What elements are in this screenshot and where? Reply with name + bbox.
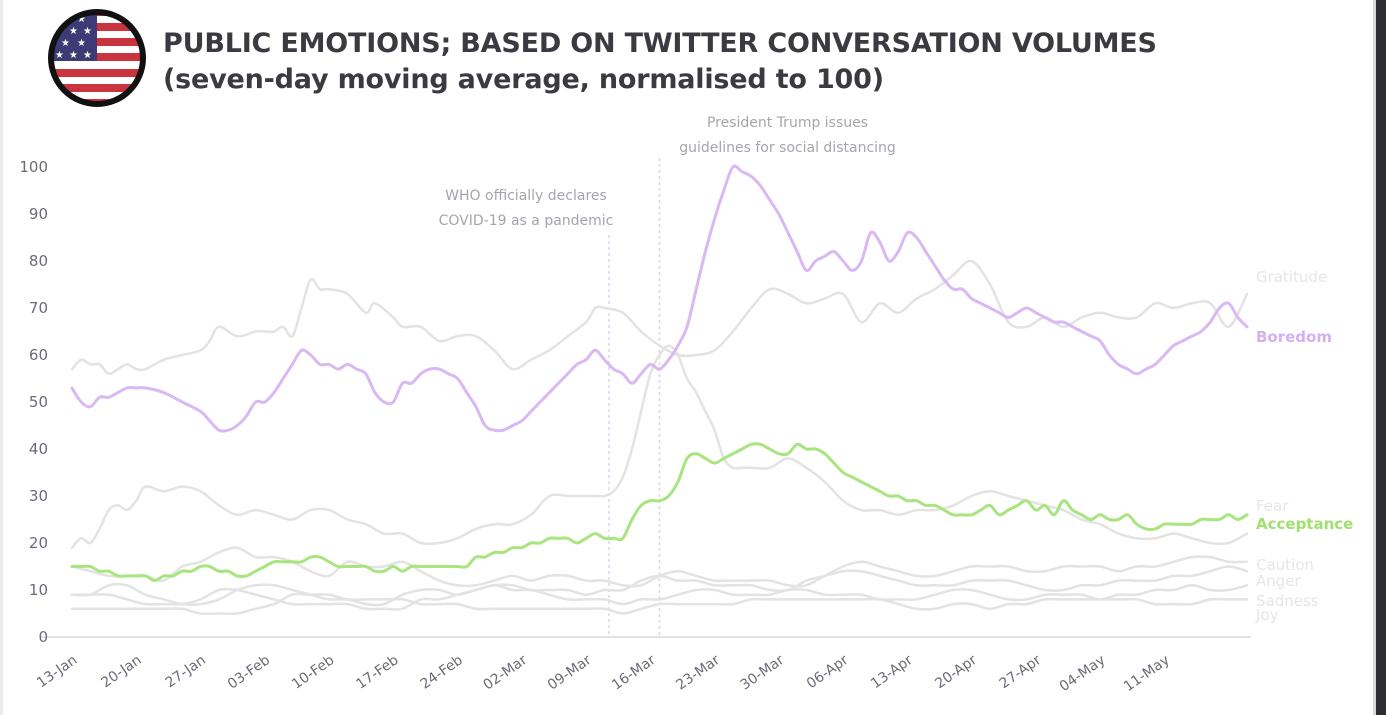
x-tick-label: 13-Apr <box>868 652 916 692</box>
svg-text:★: ★ <box>77 14 86 25</box>
svg-text:★: ★ <box>69 26 78 37</box>
x-tick-label: 16-Mar <box>609 652 659 694</box>
title-line-2: (seven-day moving average, normalised to… <box>163 64 884 95</box>
svg-text:★: ★ <box>61 38 70 49</box>
annotation-text: WHO officially declares <box>445 188 607 204</box>
y-tick-label: 10 <box>29 581 48 599</box>
x-tick-label: 27-Jan <box>163 652 209 691</box>
y-tick-label: 100 <box>19 158 48 176</box>
y-tick-label: 90 <box>29 205 48 223</box>
x-tick-label: 27-Apr <box>997 652 1045 692</box>
y-tick-label: 30 <box>29 487 48 505</box>
title-line-1: PUBLIC EMOTIONS; BASED ON TWITTER CONVER… <box>163 28 1157 59</box>
annotation-text: COVID-19 as a pandemic <box>439 213 614 229</box>
series-line-boredom <box>70 164 1249 433</box>
series-line-fear <box>70 344 1249 549</box>
series-line-acceptance <box>70 442 1249 583</box>
svg-text:★: ★ <box>55 50 64 61</box>
svg-text:★: ★ <box>83 50 92 61</box>
svg-text:★: ★ <box>69 50 78 61</box>
y-tick-label: 20 <box>29 534 48 552</box>
x-tick-label: 11-May <box>1121 652 1173 695</box>
series-label-caution: Caution <box>1256 556 1314 574</box>
chart-title: PUBLIC EMOTIONS; BASED ON TWITTER CONVER… <box>163 26 1157 98</box>
svg-text:★: ★ <box>77 38 86 49</box>
x-tick-label: 02-Mar <box>481 652 531 694</box>
y-tick-label: 60 <box>29 346 48 364</box>
series-label-fear: Fear <box>1256 497 1289 515</box>
series-label-sadness: Sadness <box>1256 592 1319 610</box>
x-tick-label: 24-Feb <box>418 652 466 693</box>
x-tick-label: 04-May <box>1057 652 1109 695</box>
y-tick-label: 40 <box>29 440 48 458</box>
us-flag-icon: ★ ★ ★ ★ ★ ★ ★ ★ ★ ★ <box>48 9 146 107</box>
y-tick-label: 80 <box>29 252 48 270</box>
x-tick-label: 06-Apr <box>804 652 852 692</box>
series-label-boredom: Boredom <box>1256 328 1332 346</box>
series-line-gratitude <box>70 259 1249 376</box>
svg-text:★: ★ <box>83 26 92 37</box>
y-tick-label: 0 <box>38 628 48 646</box>
left-border <box>0 0 3 715</box>
series-label-gratitude: Gratitude <box>1256 268 1327 286</box>
annotation-text: guidelines for social distancing <box>679 140 896 156</box>
series-label-anger: Anger <box>1256 572 1302 590</box>
x-tick-label: 17-Feb <box>353 652 401 693</box>
y-tick-label: 50 <box>29 393 48 411</box>
x-tick-label: 23-Mar <box>673 652 723 694</box>
series-label-acceptance: Acceptance <box>1256 515 1353 533</box>
series-line-joy <box>70 592 1249 616</box>
series-line-sadness <box>70 584 1249 611</box>
annotation-text: President Trump issues <box>707 115 868 131</box>
series-line-anger <box>70 565 1249 607</box>
x-tick-label: 20-Apr <box>932 652 980 692</box>
x-tick-label: 20-Jan <box>98 652 144 691</box>
y-tick-label: 70 <box>29 299 48 317</box>
right-border <box>1373 0 1376 715</box>
x-tick-label: 03-Feb <box>225 652 273 693</box>
x-tick-label: 30-Mar <box>738 652 788 694</box>
x-tick-label: 10-Feb <box>289 652 337 693</box>
x-tick-label: 13-Jan <box>34 652 80 691</box>
series-label-joy: Joy <box>1255 606 1279 624</box>
x-tick-label: 09-Mar <box>545 652 595 694</box>
window-edge <box>1376 0 1386 715</box>
